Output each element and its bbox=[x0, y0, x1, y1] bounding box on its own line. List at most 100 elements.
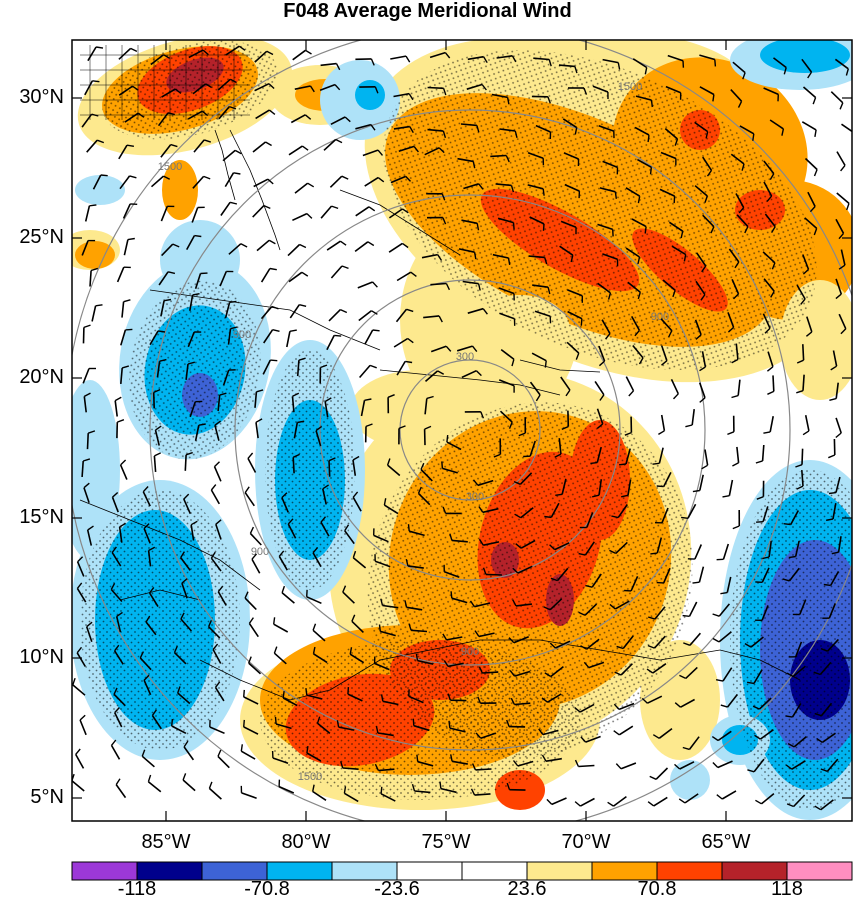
wind-barb-flag bbox=[283, 691, 284, 698]
range-ring-label: 900 bbox=[251, 546, 269, 558]
wind-barb-flag bbox=[373, 330, 380, 331]
wind-barb-flag bbox=[693, 582, 700, 583]
wind-barb-flag bbox=[270, 360, 277, 361]
wind-barb-flag bbox=[440, 782, 441, 789]
lat-label: 30°N bbox=[0, 86, 64, 109]
wind-barb-flag bbox=[581, 319, 582, 326]
wind-barb-flag bbox=[615, 192, 616, 199]
wind-barb bbox=[578, 766, 594, 767]
wind-barb-flag bbox=[648, 135, 649, 142]
wind-barb-flag bbox=[230, 302, 237, 303]
range-ring-label: 900 bbox=[233, 329, 251, 341]
lat-label: 15°N bbox=[0, 506, 64, 529]
wind-barb bbox=[154, 392, 155, 408]
wind-barb-flag bbox=[381, 787, 382, 794]
wind-barb-flag bbox=[514, 223, 515, 230]
lon-label: 85°W bbox=[126, 831, 206, 854]
wind-barb-flag bbox=[829, 493, 836, 494]
wind-barb-flag bbox=[194, 236, 201, 237]
shaded-region bbox=[355, 80, 385, 110]
shaded-region bbox=[75, 175, 125, 205]
wind-barb-flag bbox=[544, 224, 545, 231]
colorbar bbox=[72, 862, 852, 880]
wind-barb bbox=[482, 672, 498, 673]
wind-barb-flag bbox=[241, 744, 242, 751]
wind-barb-flag bbox=[753, 134, 754, 141]
lon-label: 65°W bbox=[686, 831, 766, 854]
wind-barb-flag bbox=[713, 95, 714, 102]
wind-barb-flag bbox=[244, 690, 245, 697]
wind-barb bbox=[88, 433, 89, 449]
colorbar-label: -23.6 bbox=[357, 878, 437, 901]
wind-barb-flag bbox=[96, 305, 103, 306]
colorbar-label: 23.6 bbox=[487, 878, 567, 901]
wind-barb bbox=[293, 457, 294, 473]
colorbar-label: -118 bbox=[97, 878, 177, 901]
range-ring-label: 300 bbox=[466, 491, 484, 503]
lat-label: 10°N bbox=[0, 646, 64, 669]
wind-barb bbox=[428, 88, 444, 89]
wind-barb-flag bbox=[276, 717, 277, 724]
wind-barb-flag bbox=[545, 361, 546, 368]
wind-barb-flag bbox=[653, 463, 660, 464]
wind-barb-flag bbox=[101, 175, 108, 176]
range-ring-label: 1500 bbox=[158, 161, 182, 173]
wind-barb bbox=[185, 455, 186, 471]
wind-barb-flag bbox=[657, 486, 664, 487]
wind-barb-flag bbox=[451, 591, 452, 598]
wind-barb bbox=[329, 461, 330, 477]
wind-barb-flag bbox=[244, 720, 245, 727]
wind-barb bbox=[803, 344, 804, 360]
stipple-area bbox=[80, 490, 240, 750]
wind-barb bbox=[486, 574, 502, 575]
wind-barb bbox=[82, 461, 83, 477]
stipple-area bbox=[265, 350, 355, 590]
wind-barb-flag bbox=[683, 616, 690, 617]
colorbar-label: 118 bbox=[747, 878, 827, 901]
lat-label: 20°N bbox=[0, 366, 64, 389]
wind-barb bbox=[802, 449, 803, 465]
wind-barb-flag bbox=[92, 81, 99, 82]
wind-barb-flag bbox=[853, 133, 855, 140]
lon-label: 80°W bbox=[266, 831, 346, 854]
wind-barb-flag bbox=[306, 688, 307, 695]
wind-barb-flag bbox=[348, 687, 349, 694]
wind-barb bbox=[803, 375, 804, 391]
wind-barb bbox=[490, 156, 506, 157]
wind-barb-flag bbox=[652, 100, 653, 107]
wind-barb-flag bbox=[413, 719, 414, 726]
wind-barb-flag bbox=[409, 524, 410, 531]
wind-barb-flag bbox=[681, 517, 688, 518]
wind-barb-flag bbox=[756, 522, 763, 523]
wind-barb-flag bbox=[544, 517, 551, 518]
shaded-region bbox=[760, 37, 850, 73]
range-ring-label: 1500 bbox=[298, 771, 322, 783]
wind-barb bbox=[476, 769, 492, 770]
wind-barb-flag bbox=[555, 494, 562, 495]
range-ring-label: 900 bbox=[651, 311, 669, 323]
wind-barb-flag bbox=[417, 755, 418, 762]
wind-barb-flag bbox=[645, 227, 646, 234]
wind-barb-flag bbox=[651, 167, 652, 174]
wind-barb-flag bbox=[380, 625, 381, 632]
range-ring-label: 1500 bbox=[618, 81, 642, 93]
wind-barb-flag bbox=[650, 553, 657, 554]
wind-barb-flag bbox=[442, 461, 443, 468]
lat-label: 25°N bbox=[0, 226, 64, 249]
wind-barb-flag bbox=[784, 524, 791, 525]
wind-barb-flag bbox=[543, 189, 544, 196]
wind-barb bbox=[773, 375, 774, 391]
wind-barb-flag bbox=[715, 60, 716, 67]
wind-barb-flag bbox=[619, 464, 626, 465]
range-ring-label: 300 bbox=[456, 351, 474, 363]
lon-label: 70°W bbox=[546, 831, 626, 854]
wind-barb bbox=[90, 271, 91, 287]
wind-barb-flag bbox=[307, 746, 308, 753]
wind-barb-flag bbox=[89, 205, 96, 206]
range-ring-label: 900 bbox=[461, 646, 479, 658]
wind-barb-flag bbox=[449, 721, 450, 728]
wind-barb-flag bbox=[334, 335, 341, 336]
lat-label: 5°N bbox=[0, 786, 64, 809]
wind-barb-flag bbox=[447, 435, 448, 442]
wind-barb-flag bbox=[274, 617, 275, 624]
